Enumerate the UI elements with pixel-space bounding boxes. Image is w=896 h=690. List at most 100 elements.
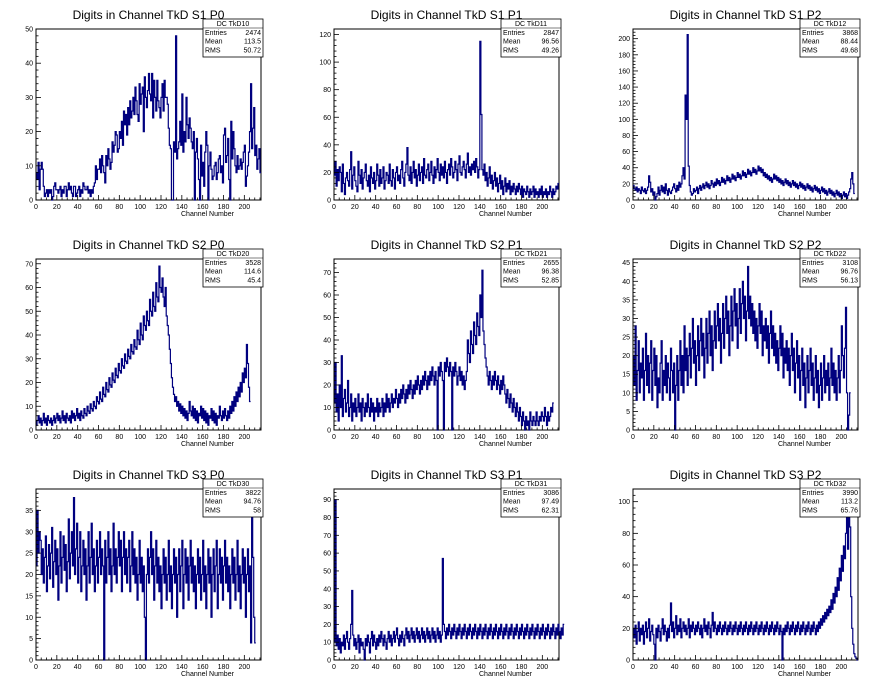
x-tick-label: 60 <box>692 434 700 441</box>
histogram-panel: Digits in Channel TkD S3 P00 20 40 60 80 100 1… <box>25 468 264 678</box>
y-tick-label: 30 <box>323 604 331 611</box>
panel-title: Digits in Channel TkD S2 P0 <box>73 238 225 252</box>
x-tick-label: 0 <box>332 664 336 671</box>
stats-entries: 2474 <box>245 30 261 37</box>
y-tick-label: 20 <box>622 181 630 188</box>
x-tick-label: 60 <box>95 664 103 671</box>
x-tick-label: 160 <box>495 434 507 441</box>
stats-mean: 114.6 <box>244 269 261 276</box>
x-tick-label: 120 <box>155 204 167 211</box>
stats-rms: 49.26 <box>541 47 559 54</box>
x-tick-label: 140 <box>474 434 486 441</box>
x-tick-label: 60 <box>692 204 700 211</box>
stats-rms: 58 <box>253 507 261 514</box>
stats-label: RMS <box>802 47 818 54</box>
y-tick-label: 40 <box>622 594 630 601</box>
plot-frame <box>632 28 859 201</box>
stats-label: RMS <box>503 47 519 54</box>
y-tick-label: 10 <box>323 405 331 412</box>
x-tick-label: 0 <box>332 204 336 211</box>
y-tick-label: 60 <box>25 285 33 292</box>
x-tick-label: 40 <box>671 664 679 671</box>
x-tick-label: 100 <box>134 204 146 211</box>
y-tick-label: 60 <box>323 293 331 300</box>
stats-label: Entries <box>802 490 824 497</box>
histogram-line <box>334 40 559 198</box>
x-tick-label: 0 <box>631 434 635 441</box>
y-tick-label: 120 <box>618 101 630 108</box>
x-tick-label: 100 <box>432 664 444 671</box>
y-tick-label: 20 <box>323 383 331 390</box>
stats-box: DC TkD20 Entries 3528 Mean 114.6 RMS 45.4 <box>202 248 264 288</box>
y-tick-label: 0 <box>626 428 630 435</box>
x-tick-label: 80 <box>115 204 123 211</box>
x-tick-label: 160 <box>495 664 507 671</box>
stats-rms: 50.72 <box>243 47 261 54</box>
x-tick-label: 200 <box>536 664 548 671</box>
x-axis-label: Channel Number <box>778 671 832 678</box>
y-tick-label: 45 <box>622 260 630 267</box>
y-tick-label: 40 <box>622 165 630 172</box>
x-tick-label: 160 <box>197 664 209 671</box>
y-tick-label: 10 <box>25 404 33 411</box>
x-tick-label: 40 <box>74 664 82 671</box>
plot-frame <box>333 28 560 201</box>
stats-mean: 113.5 <box>244 39 261 46</box>
x-tick-label: 0 <box>332 434 336 441</box>
x-tick-label: 40 <box>372 434 380 441</box>
x-tick-label: 200 <box>835 664 847 671</box>
stats-label: Entries <box>503 260 525 267</box>
y-tick-label: 50 <box>323 568 331 575</box>
histogram-panel: Digits in Channel TkD S1 P00 20 40 60 80 100 1… <box>25 8 264 218</box>
x-tick-label: 0 <box>34 434 38 441</box>
x-tick-label: 60 <box>692 664 700 671</box>
x-tick-label: 200 <box>536 434 548 441</box>
stats-name: DC TkD21 <box>515 251 548 258</box>
x-tick-label: 100 <box>134 434 146 441</box>
y-tick-label: 25 <box>622 335 630 342</box>
stats-rms: 49.68 <box>840 47 858 54</box>
y-tick-label: 160 <box>618 68 630 75</box>
x-tick-label: 140 <box>176 664 188 671</box>
stats-box: DC TkD32 Entries 3990 Mean 113.2 RMS 65.76 <box>799 478 861 518</box>
y-tick-label: 20 <box>25 129 33 136</box>
histogram-line <box>633 265 851 431</box>
stats-rms: 56.13 <box>840 277 858 284</box>
stats-mean: 88.44 <box>840 39 858 46</box>
x-tick-label: 140 <box>773 664 785 671</box>
y-tick-label: 20 <box>323 622 331 629</box>
x-tick-label: 140 <box>773 434 785 441</box>
histogram-panel: Digits in Channel TkD S2 P00 20 40 60 80 100 1… <box>25 238 264 448</box>
stats-name: DC TkD10 <box>217 21 250 28</box>
x-tick-label: 20 <box>650 434 658 441</box>
x-axis-label: Channel Number <box>181 211 235 218</box>
y-tick-label: 20 <box>323 170 331 177</box>
histogram-panel: Digits in Channel TkD S3 P2 0 20 40 60 80 100 1… <box>618 468 861 678</box>
y-tick-label: 0 <box>29 658 33 665</box>
stats-label: RMS <box>802 507 818 514</box>
x-tick-label: 160 <box>197 204 209 211</box>
stats-label: RMS <box>205 507 221 514</box>
x-axis-label: Channel Number <box>479 441 533 448</box>
y-tick-label: 40 <box>25 333 33 340</box>
histogram-panel: Digits in Channel TkD S3 P10 20 40 60 80 100 1… <box>323 468 565 678</box>
stats-label: Mean <box>503 269 521 276</box>
plot-frame <box>632 488 859 661</box>
y-tick-label: 0 <box>327 428 331 435</box>
x-tick-label: 180 <box>218 204 230 211</box>
x-tick-label: 100 <box>731 434 743 441</box>
stats-label: Entries <box>802 30 824 37</box>
y-tick-label: 50 <box>25 27 33 34</box>
y-tick-label: 0 <box>29 198 33 205</box>
histogram-panel: Digits in Channel TkD S1 P1 0 20 40 60 80 100 1… <box>319 8 562 218</box>
y-tick-label: 10 <box>25 615 33 622</box>
stats-label: RMS <box>503 277 519 284</box>
stats-label: Mean <box>802 269 820 276</box>
x-tick-label: 200 <box>536 204 548 211</box>
y-tick-label: 90 <box>323 497 331 504</box>
stats-rms: 52.85 <box>541 277 559 284</box>
x-tick-label: 180 <box>516 434 528 441</box>
x-tick-label: 0 <box>631 204 635 211</box>
panel-title: Digits in Channel TkD S3 P0 <box>73 468 225 482</box>
